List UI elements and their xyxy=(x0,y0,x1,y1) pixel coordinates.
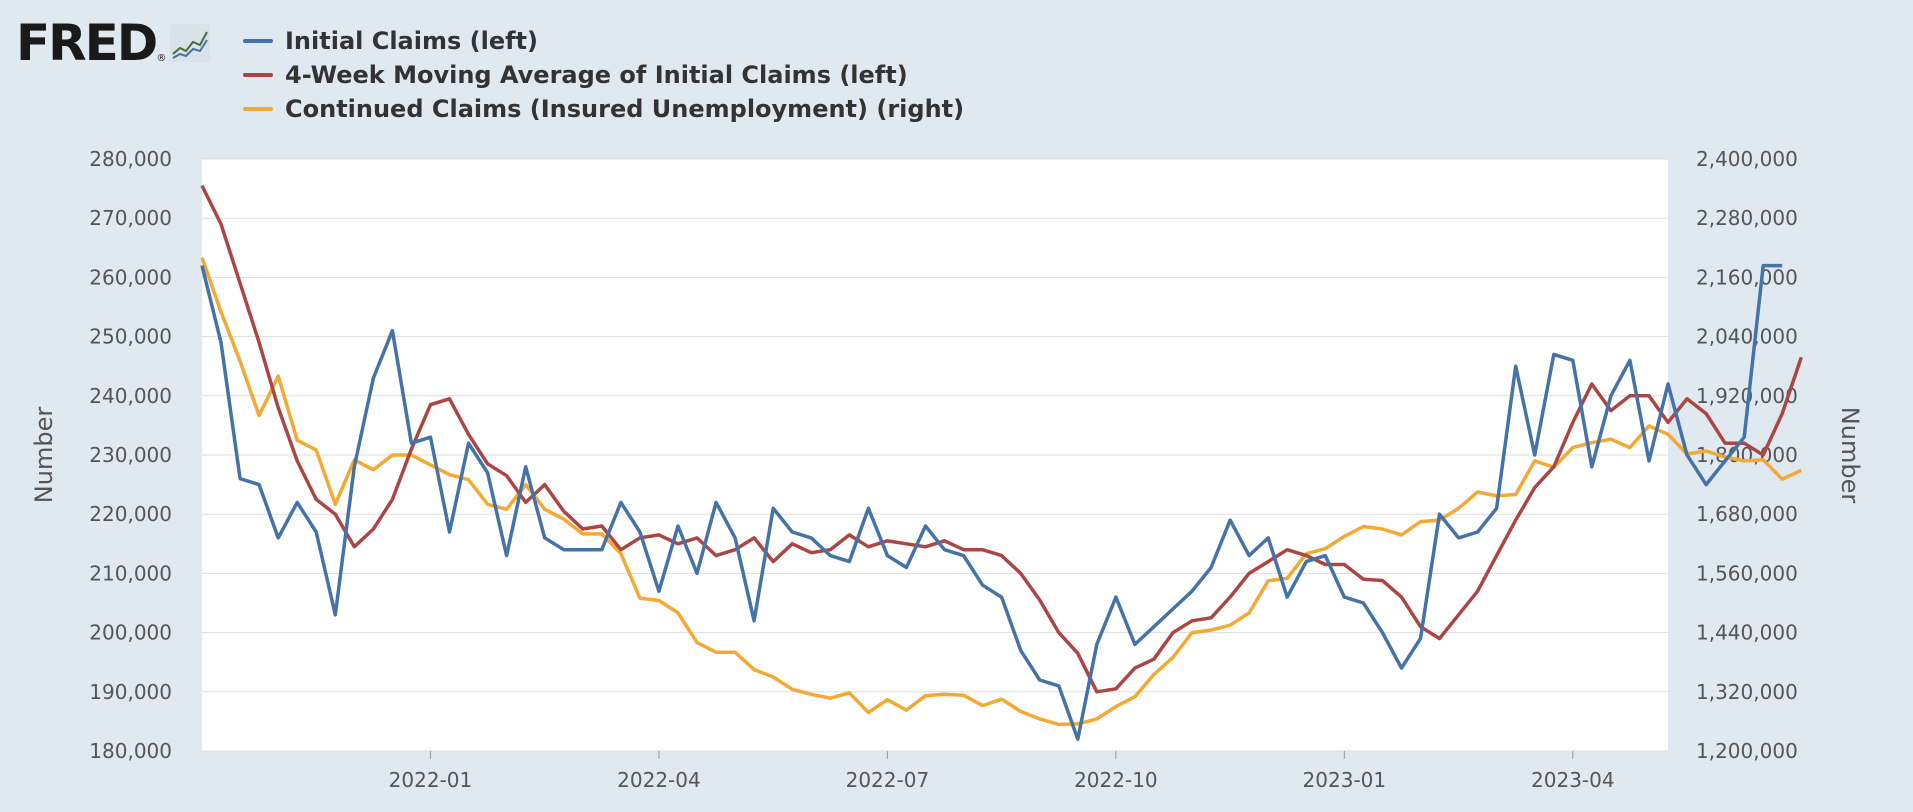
initial-claims-line xyxy=(200,263,1783,741)
right-axis-tick-label: 1,200,000 xyxy=(1696,739,1798,763)
legend-swatch-4-week-average xyxy=(243,73,273,77)
four-week-average-line xyxy=(200,184,1803,694)
legend-item-4-week-average[interactable]: 4-Week Moving Average of Initial Claims … xyxy=(243,58,964,92)
legend-item-initial-claims[interactable]: Initial Claims (left) xyxy=(243,24,964,58)
x-axis-ticks: 2022-01 2022-04 2022-07 2022-10 2023-01 2023-… xyxy=(389,751,1615,792)
left-axis-tick-label: 220,000 xyxy=(89,502,172,526)
left-axis-tick-label: 210,000 xyxy=(89,561,172,585)
left-axis-tick-label: 240,000 xyxy=(89,384,172,408)
left-axis-tick-label: 270,000 xyxy=(89,206,172,230)
left-axis-tick-label: 250,000 xyxy=(89,325,172,349)
x-axis-tick-label: 2023-04 xyxy=(1531,768,1615,792)
right-axis-tick-label: 1,440,000 xyxy=(1696,621,1798,645)
right-axis-tick-label: 1,680,000 xyxy=(1696,502,1798,526)
right-axis-title: Number xyxy=(1836,407,1864,504)
fred-logo: FRED ® xyxy=(16,14,211,72)
legend-label-4-week-average: 4-Week Moving Average of Initial Claims … xyxy=(285,61,908,89)
legend-swatch-initial-claims xyxy=(243,39,273,43)
right-axis-tick-label: 1,320,000 xyxy=(1696,680,1798,704)
x-axis-tick-label: 2022-10 xyxy=(1074,768,1158,792)
legend-label-initial-claims: Initial Claims (left) xyxy=(285,27,538,55)
legend-item-continued-claims[interactable]: Continued Claims (Insured Unemployment) … xyxy=(243,92,964,126)
left-axis-tick-label: 200,000 xyxy=(89,621,172,645)
x-axis-tick-label: 2023-01 xyxy=(1303,768,1387,792)
continued-claims-line xyxy=(200,257,1803,727)
left-axis-tick-label: 280,000 xyxy=(89,147,172,171)
right-axis-ticks: 2,400,0002,280,0002,160,0002,040,0001,92… xyxy=(1696,147,1798,763)
left-axis-title: Number xyxy=(30,407,58,504)
gridlines xyxy=(202,158,1668,752)
legend-swatch-continued-claims xyxy=(243,107,273,111)
right-axis-tick-label: 2,400,000 xyxy=(1696,147,1798,171)
left-axis-tick-label: 230,000 xyxy=(89,443,172,467)
legend-label-continued-claims: Continued Claims (Insured Unemployment) … xyxy=(285,95,965,123)
left-axis-ticks: 280,000 270,000 260,000 250,000 240,000 230,0… xyxy=(89,147,172,763)
left-axis-tick-label: 180,000 xyxy=(89,739,172,763)
logo-registered-mark: ® xyxy=(156,53,167,64)
fred-graph-icon xyxy=(170,24,211,62)
right-axis-tick-label: 2,040,000 xyxy=(1696,325,1798,349)
chart-legend: Initial Claims (left) 4-Week Moving Aver… xyxy=(243,24,964,126)
logo-text: FRED xyxy=(16,14,158,72)
right-axis-tick-label: 2,280,000 xyxy=(1696,206,1798,230)
left-axis-tick-label: 260,000 xyxy=(89,265,172,289)
x-axis-tick-label: 2022-01 xyxy=(389,768,473,792)
x-axis-tick-label: 2022-07 xyxy=(846,768,930,792)
series-lines xyxy=(200,184,1803,741)
x-axis-tick-label: 2022-04 xyxy=(617,768,701,792)
right-axis-tick-label: 1,560,000 xyxy=(1696,561,1798,585)
left-axis-tick-label: 190,000 xyxy=(89,680,172,704)
right-axis-tick-label: 2,160,000 xyxy=(1696,265,1798,289)
